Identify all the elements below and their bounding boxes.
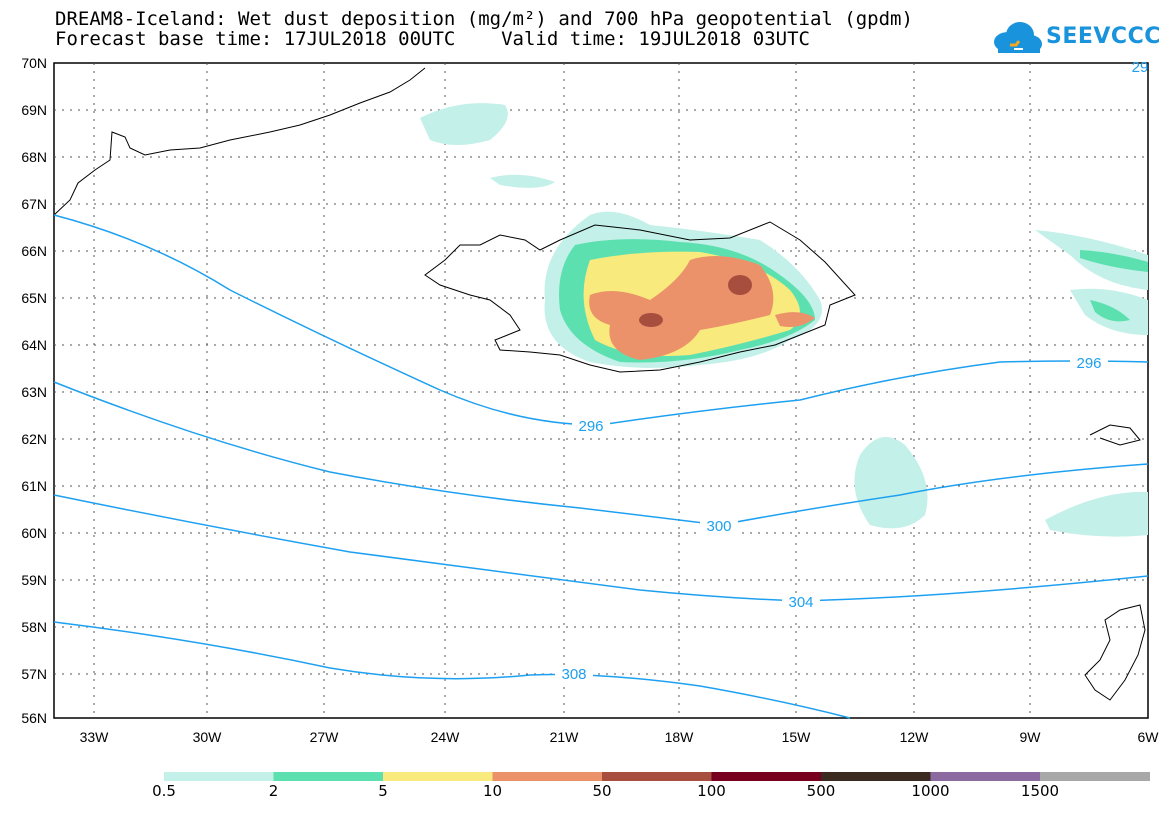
svg-text:24W: 24W: [431, 729, 461, 745]
legend-swatch: [1040, 772, 1150, 781]
legend-label: 50: [592, 782, 612, 800]
svg-text:67N: 67N: [21, 196, 47, 212]
contour-label-304: 304: [788, 594, 813, 611]
svg-text:27W: 27W: [310, 729, 340, 745]
contour-label-308: 308: [561, 666, 586, 683]
legend-swatch: [821, 772, 931, 781]
svg-text:21W: 21W: [550, 729, 580, 745]
deposition-10: [589, 256, 815, 360]
seevccc-logo: SEEVCCC: [990, 18, 1160, 58]
svg-text:65N: 65N: [21, 290, 47, 306]
map-frame: [53, 62, 1149, 719]
contour-label-296b: 296: [1076, 355, 1101, 372]
svg-text:12W: 12W: [900, 729, 930, 745]
svg-text:64N: 64N: [21, 337, 47, 353]
legend-swatch: [164, 772, 274, 781]
svg-text:59N: 59N: [21, 572, 47, 588]
logo-text: SEEVCCC: [1046, 24, 1161, 49]
deposition-50: [639, 275, 752, 327]
svg-text:6W: 6W: [1138, 729, 1160, 745]
legend-label: 100: [697, 782, 726, 800]
legend-label: 1500: [1020, 782, 1060, 800]
svg-text:15W: 15W: [782, 729, 812, 745]
contour-label-29: 29: [1132, 59, 1149, 76]
svg-text:30W: 30W: [193, 729, 223, 745]
legend-colorbar: [164, 772, 1150, 781]
longitude-labels: 33W 30W 27W 24W 21W 18W 15W 12W 9W 6W: [80, 729, 1160, 745]
coastlines: [53, 67, 1146, 701]
svg-text:56N: 56N: [21, 710, 47, 726]
legend-label: 1000: [911, 782, 950, 800]
legend-swatch: [602, 772, 712, 781]
contour-labels: 296 296 300 304 308 29: [555, 59, 1148, 683]
svg-text:69N: 69N: [21, 102, 47, 118]
legend-swatch: [930, 772, 1041, 781]
latitude-labels: 70N 69N 68N 67N 66N 65N 64N 63N 62N 61N …: [21, 55, 47, 726]
legend-label: 500: [806, 782, 836, 800]
svg-text:66N: 66N: [21, 243, 47, 259]
map-title: DREAM8-Iceland: Wet dust deposition (mg/…: [55, 8, 913, 30]
svg-text:68N: 68N: [21, 149, 47, 165]
svg-text:70N: 70N: [21, 55, 47, 71]
svg-text:62N: 62N: [21, 431, 47, 447]
legend-label: 0.5: [152, 782, 176, 800]
legend-swatch: [383, 772, 493, 781]
graticule: [54, 63, 1148, 718]
legend-swatch: [492, 772, 603, 781]
svg-text:58N: 58N: [21, 619, 47, 635]
svg-text:57N: 57N: [21, 666, 47, 682]
cloud-icon: [994, 22, 1042, 53]
legend-label: 10: [482, 782, 503, 800]
map-subtitle: Forecast base time: 17JUL2018 00UTC Vali…: [55, 28, 810, 50]
contour-label-300: 300: [706, 518, 731, 535]
svg-text:18W: 18W: [665, 729, 695, 745]
legend-label: 2: [268, 782, 279, 800]
svg-text:33W: 33W: [80, 729, 110, 745]
svg-text:9W: 9W: [1020, 729, 1042, 745]
legend-swatch: [711, 772, 822, 781]
legend-label: 5: [378, 782, 388, 800]
svg-text:60N: 60N: [21, 525, 47, 541]
contour-label-296a: 296: [578, 418, 603, 435]
legend-swatch: [273, 772, 384, 781]
svg-text:63N: 63N: [21, 384, 47, 400]
svg-text:61N: 61N: [21, 478, 47, 494]
